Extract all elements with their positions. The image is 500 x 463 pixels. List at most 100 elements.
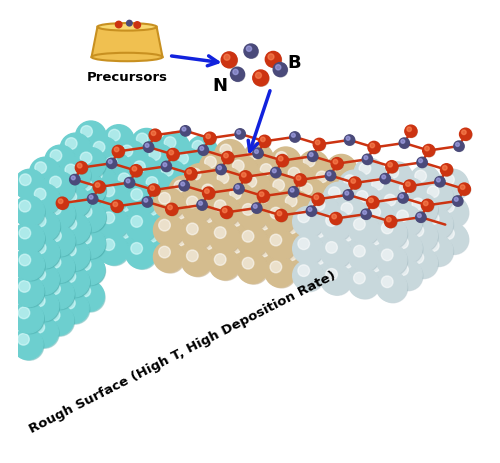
Circle shape (217, 196, 246, 225)
Circle shape (282, 220, 312, 250)
Circle shape (158, 193, 170, 205)
Circle shape (354, 246, 365, 257)
Circle shape (386, 218, 391, 222)
Circle shape (19, 255, 30, 266)
Circle shape (356, 218, 368, 230)
Circle shape (163, 163, 167, 167)
Circle shape (80, 180, 92, 191)
Circle shape (179, 181, 189, 191)
Circle shape (162, 162, 190, 191)
Circle shape (396, 238, 408, 249)
Circle shape (159, 187, 190, 217)
Circle shape (216, 165, 226, 175)
Circle shape (198, 146, 208, 156)
Circle shape (384, 216, 396, 228)
Circle shape (182, 192, 212, 223)
Circle shape (28, 238, 60, 268)
Circle shape (62, 193, 74, 205)
Circle shape (14, 278, 44, 307)
Circle shape (131, 166, 142, 178)
Circle shape (245, 46, 258, 59)
Circle shape (62, 216, 91, 245)
Circle shape (237, 253, 268, 284)
Circle shape (150, 186, 154, 191)
Circle shape (78, 178, 107, 207)
Circle shape (220, 199, 232, 210)
Circle shape (354, 213, 384, 243)
Circle shape (32, 160, 61, 189)
Circle shape (460, 129, 471, 141)
Circle shape (212, 222, 242, 252)
Circle shape (233, 70, 238, 75)
Circle shape (44, 203, 74, 232)
Circle shape (60, 188, 91, 218)
Circle shape (75, 209, 87, 220)
Circle shape (410, 166, 440, 197)
Circle shape (13, 249, 44, 280)
Circle shape (362, 210, 372, 220)
Circle shape (384, 249, 396, 260)
Circle shape (16, 252, 44, 281)
Circle shape (29, 184, 60, 215)
Circle shape (70, 177, 100, 208)
Circle shape (74, 201, 105, 232)
Circle shape (70, 176, 80, 186)
Circle shape (296, 176, 301, 181)
Ellipse shape (98, 24, 156, 31)
Circle shape (217, 200, 229, 211)
Circle shape (126, 185, 156, 215)
Circle shape (330, 213, 342, 225)
Circle shape (412, 222, 441, 251)
Circle shape (230, 212, 258, 241)
Circle shape (88, 221, 117, 250)
Circle shape (311, 221, 342, 251)
Circle shape (240, 225, 270, 256)
Circle shape (242, 258, 254, 269)
Circle shape (171, 179, 200, 208)
Circle shape (280, 191, 311, 222)
Circle shape (422, 209, 453, 239)
Circle shape (78, 151, 107, 180)
Circle shape (384, 219, 413, 248)
Circle shape (88, 194, 117, 224)
Circle shape (61, 215, 90, 244)
Circle shape (184, 191, 214, 222)
Circle shape (177, 180, 188, 192)
Circle shape (313, 196, 342, 225)
Circle shape (60, 295, 90, 325)
Circle shape (60, 187, 90, 218)
Circle shape (190, 223, 201, 234)
Circle shape (174, 151, 203, 180)
Circle shape (34, 242, 45, 253)
Circle shape (252, 241, 283, 272)
Circle shape (126, 21, 132, 27)
Circle shape (212, 225, 240, 254)
Circle shape (141, 173, 172, 203)
Circle shape (100, 180, 131, 211)
Circle shape (314, 195, 318, 200)
Circle shape (162, 135, 190, 164)
Circle shape (273, 180, 284, 192)
Circle shape (326, 172, 336, 181)
Circle shape (44, 252, 74, 283)
Circle shape (386, 162, 398, 174)
Circle shape (177, 153, 188, 165)
Circle shape (376, 245, 407, 275)
Circle shape (111, 201, 123, 213)
Circle shape (296, 206, 326, 237)
Circle shape (166, 204, 178, 216)
Circle shape (227, 240, 256, 269)
Circle shape (442, 201, 454, 213)
Circle shape (45, 200, 76, 230)
Circle shape (424, 147, 430, 151)
Circle shape (199, 146, 208, 156)
Circle shape (212, 252, 240, 281)
Circle shape (66, 138, 77, 150)
Circle shape (74, 255, 105, 285)
Circle shape (418, 214, 422, 218)
Circle shape (354, 189, 382, 218)
Circle shape (245, 176, 256, 188)
Circle shape (270, 168, 281, 178)
Circle shape (116, 195, 146, 225)
Circle shape (295, 209, 324, 238)
